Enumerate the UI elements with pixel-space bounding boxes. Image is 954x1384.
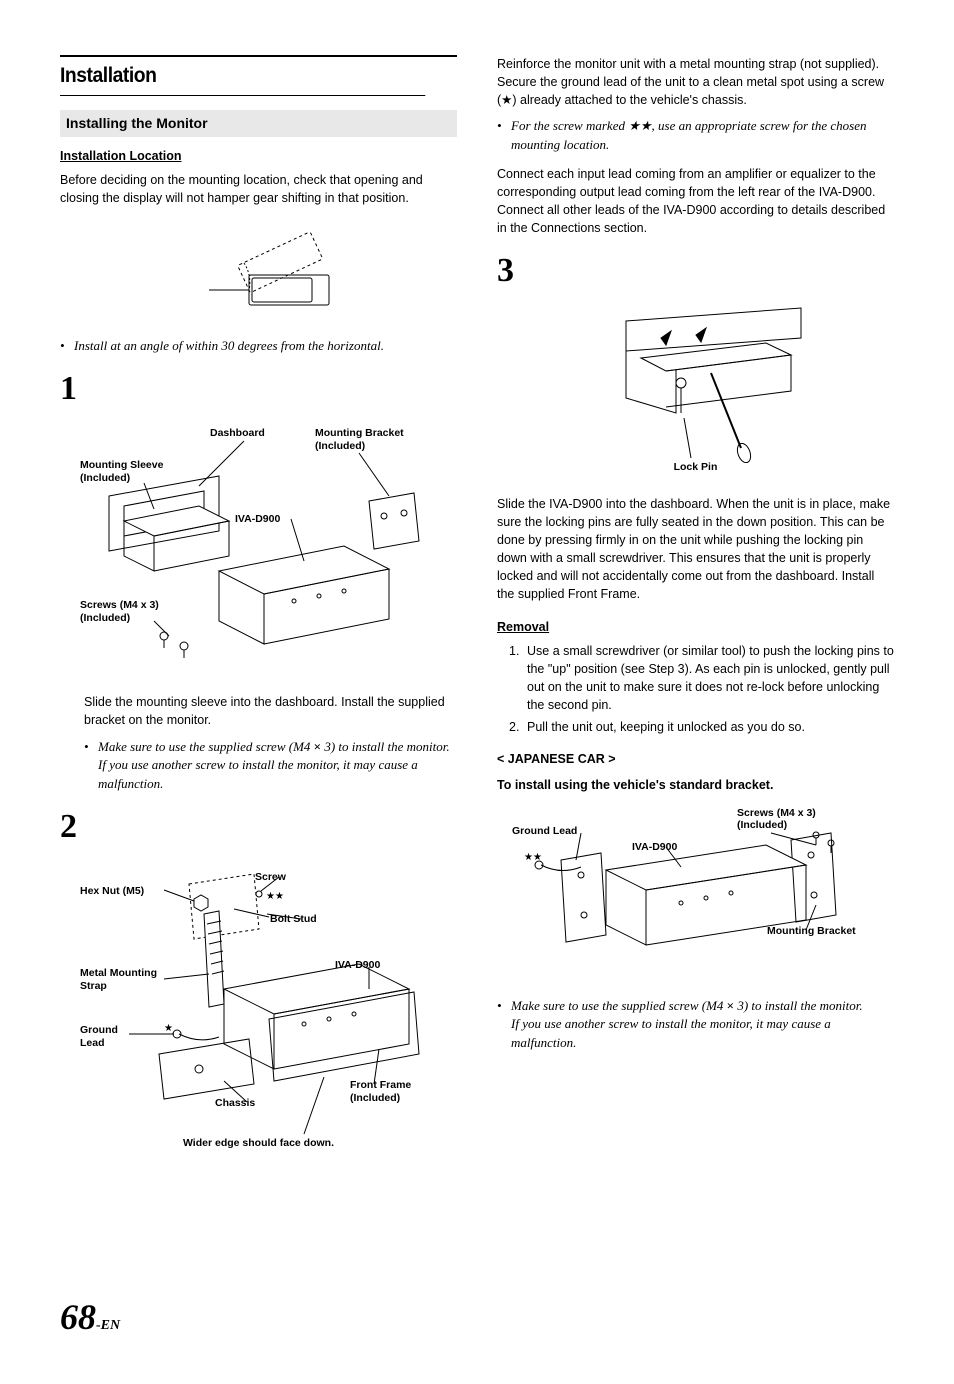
japanese-car-heading: < JAPANESE CAR >: [497, 750, 894, 768]
step-3-figure: Lock Pin: [497, 303, 894, 483]
step-1-number: 1: [60, 364, 457, 413]
svg-text:★: ★: [164, 1023, 173, 1034]
jp-note-c: If you use another screw to install the …: [511, 1016, 831, 1050]
angle-note: Install at an angle of within 30 degrees…: [74, 337, 384, 356]
svg-text:★★: ★★: [524, 852, 542, 863]
step-3-number: 3: [497, 246, 894, 295]
screw-marked-note: For the screw marked ★★, use an appropri…: [511, 117, 894, 155]
subsection-heading: Installing the Monitor: [60, 110, 457, 136]
angle-figure: [60, 215, 457, 325]
step-2-figure: Hex Nut (M5) Screw Bolt Stud IVA-D900 Me…: [60, 859, 457, 1159]
step-2-number: 2: [60, 802, 457, 851]
japanese-car-figure: Ground Lead Screws (M4 x 3) (Included) I…: [497, 805, 894, 985]
section-title: Installation: [60, 59, 425, 96]
svg-text:★★: ★★: [266, 891, 284, 902]
connect-body: Connect each input lead coming from an a…: [497, 165, 894, 238]
step-1-figure: Dashboard Mounting Bracket (Included) Mo…: [60, 421, 457, 681]
jp-note-a: Make sure to use the supplied screw (M4: [511, 998, 727, 1013]
step-1-note-c: If you use another screw to install the …: [98, 757, 418, 791]
removal-item-2: Pull the unit out, keeping it unlocked a…: [527, 718, 805, 736]
reinforce-body: Reinforce the monitor unit with a metal …: [497, 55, 894, 109]
step-1-body: Slide the mounting sleeve into the dashb…: [84, 693, 457, 729]
step-1-note-a: Make sure to use the supplied screw (M4: [98, 739, 314, 754]
installation-location-heading: Installation Location: [60, 147, 457, 165]
installation-location-body: Before deciding on the mounting location…: [60, 171, 457, 207]
slide-body: Slide the IVA-D900 into the dashboard. W…: [497, 495, 894, 604]
removal-heading: Removal: [497, 618, 894, 636]
page-number: 68-EN: [60, 1291, 894, 1343]
japanese-car-sub: To install using the vehicle's standard …: [497, 776, 894, 794]
removal-item-1: Use a small screwdriver (or similar tool…: [527, 642, 894, 715]
